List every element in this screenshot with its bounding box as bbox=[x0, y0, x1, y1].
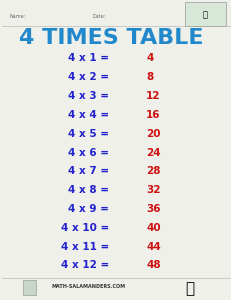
Text: 4 x 7 =: 4 x 7 = bbox=[68, 167, 109, 176]
Text: 16: 16 bbox=[146, 110, 160, 120]
Text: 4 x 5 =: 4 x 5 = bbox=[68, 129, 109, 139]
Text: 4 x 11 =: 4 x 11 = bbox=[61, 242, 109, 252]
Text: MATH-SALAMANDERS.COM: MATH-SALAMANDERS.COM bbox=[51, 284, 125, 289]
Text: 20: 20 bbox=[146, 129, 160, 139]
FancyBboxPatch shape bbox=[184, 2, 225, 26]
Text: 4 x 9 =: 4 x 9 = bbox=[68, 204, 109, 214]
Text: 4 x 6 =: 4 x 6 = bbox=[68, 148, 109, 158]
Text: 36: 36 bbox=[146, 204, 160, 214]
Text: 4 TIMES TABLE: 4 TIMES TABLE bbox=[18, 28, 202, 47]
Text: 4 x 12 =: 4 x 12 = bbox=[61, 260, 109, 271]
Text: 40: 40 bbox=[146, 223, 160, 233]
Text: 👣: 👣 bbox=[202, 10, 207, 19]
Text: 32: 32 bbox=[146, 185, 160, 195]
Text: Name:: Name: bbox=[9, 14, 25, 19]
Text: 24: 24 bbox=[146, 148, 160, 158]
Text: 4 x 1 =: 4 x 1 = bbox=[68, 53, 109, 64]
Text: 4 x 2 =: 4 x 2 = bbox=[68, 72, 109, 82]
Text: 4 x 8 =: 4 x 8 = bbox=[68, 185, 109, 195]
Text: 28: 28 bbox=[146, 167, 160, 176]
Text: 4 x 4 =: 4 x 4 = bbox=[68, 110, 109, 120]
Text: 4 x 10 =: 4 x 10 = bbox=[61, 223, 109, 233]
FancyBboxPatch shape bbox=[23, 280, 36, 295]
Text: 8: 8 bbox=[146, 72, 153, 82]
Text: 4 x 3 =: 4 x 3 = bbox=[68, 91, 109, 101]
Text: Date:: Date: bbox=[92, 14, 106, 19]
Text: 🦎: 🦎 bbox=[185, 281, 194, 296]
Text: 12: 12 bbox=[146, 91, 160, 101]
Text: 44: 44 bbox=[146, 242, 160, 252]
Text: 4: 4 bbox=[146, 53, 153, 64]
Text: 48: 48 bbox=[146, 260, 160, 271]
